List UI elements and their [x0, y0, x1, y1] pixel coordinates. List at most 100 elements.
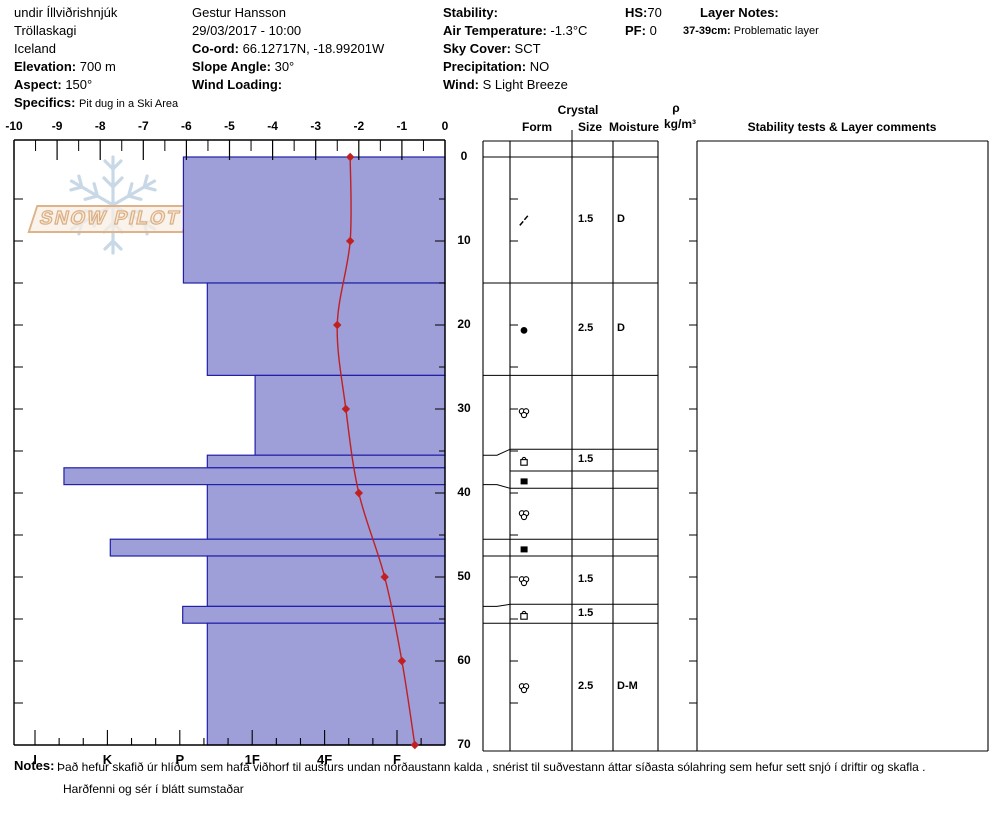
hardness-bar-layer-5 — [63, 467, 446, 486]
country-name: Iceland — [14, 41, 56, 56]
region-name: Tröllaskagi — [14, 23, 77, 38]
aspect-label: Aspect: — [14, 77, 62, 92]
specifics-label: Specifics: — [14, 95, 76, 110]
depth-axis-label: 50 — [457, 569, 471, 583]
site-name: undir Íllviðrishnjúk — [14, 5, 118, 20]
temp-axis-label: -5 — [224, 119, 235, 133]
crystal-form-symbol-FCxr — [518, 454, 530, 466]
elevation-value: 700 m — [79, 59, 116, 74]
wind-loading-label: Wind Loading: — [192, 77, 283, 92]
pf-value: 0 — [649, 23, 657, 38]
depth-axis-label: 70 — [457, 737, 471, 751]
temp-axis-label: -4 — [267, 119, 278, 133]
size-column-header: Size — [577, 120, 603, 134]
crystal-size-value: 1.5 — [578, 453, 594, 466]
layer-note-text: Problematic layer — [733, 25, 819, 37]
observation-datetime: 29/03/2017 - 10:00 — [192, 23, 302, 38]
depth-axis-label: 0 — [460, 149, 468, 163]
crystal-size-value: 1.5 — [578, 213, 594, 225]
crystal-form-symbol-IF — [518, 542, 530, 554]
hardness-axis-label: I — [33, 752, 37, 767]
wind-loading-row: Wind Loading: — [192, 77, 384, 95]
specifics-value: Pit dug in a Ski Area — [79, 98, 179, 110]
temp-axis-label: -7 — [137, 119, 149, 133]
elevation-label: Elevation: — [14, 59, 77, 74]
hardness-bar-layer-2 — [206, 282, 446, 377]
temp-axis-label: -2 — [353, 119, 365, 133]
hardness-bar-layer-6 — [206, 484, 446, 540]
header-weather-block: Stability: Air Temperature: -1.3°C Sky C… — [443, 5, 587, 95]
header-location-block: undir Íllviðrishnjúk Tröllaskagi Iceland… — [14, 5, 178, 113]
stability-column-header: Stability tests & Layer comments — [747, 120, 937, 134]
hardness-bar-layer-1 — [182, 156, 446, 284]
sky-cover-value: SCT — [514, 41, 541, 56]
crystal-size-value: 2.5 — [578, 680, 594, 693]
temperature-marker — [345, 236, 355, 246]
layer-notes-header: Layer Notes: — [700, 5, 779, 23]
wind-value: S Light Breeze — [482, 77, 568, 92]
depth-axis-label: 60 — [457, 653, 471, 667]
crystal-size-value: 2.5 — [578, 322, 594, 335]
sky-cover-row: Sky Cover: SCT — [443, 41, 587, 59]
depth-axis-label: 10 — [457, 233, 471, 247]
density-column-header: ρ — [672, 101, 680, 115]
air-temp-value: -1.3°C — [550, 23, 588, 38]
crystal-form-symbol-MFcl — [518, 508, 530, 520]
header-observer-block: Gestur Hansson 29/03/2017 - 10:00 Co-ord… — [192, 5, 384, 95]
stability-label: Stability: — [443, 5, 498, 20]
hardness-bar-layer-8 — [206, 555, 446, 608]
depth-axis-label: 30 — [457, 401, 471, 415]
notes-label: Notes: — [14, 758, 55, 773]
header-hs-pf-block: HS:70 PF: 0 — [625, 5, 662, 41]
precipitation-row: Precipitation: NO — [443, 59, 587, 77]
thin-layer-leader-line — [483, 448, 511, 456]
precipitation-label: Precipitation: — [443, 59, 527, 74]
sky-cover-label: Sky Cover: — [443, 41, 511, 56]
crystal-form-symbol-MFcl — [518, 681, 530, 694]
wind-label: Wind: — [443, 77, 479, 92]
temp-axis-label: -9 — [51, 119, 63, 133]
snowpilot-watermark: SNOW PILOT — [27, 150, 220, 280]
hs-row: HS:70 — [625, 5, 662, 23]
temperature-marker — [380, 572, 389, 582]
crystal-form-symbol-RG — [518, 323, 530, 335]
crystal-form-symbol-MFcl — [518, 574, 530, 587]
form-column-header: Form — [522, 120, 552, 134]
hardness-bar-layer-9 — [182, 605, 446, 624]
thin-layer-leader-line — [483, 484, 511, 489]
crystal-size-value: 1.5 — [578, 573, 594, 586]
hardness-axis-label: 1F — [244, 752, 260, 767]
layer-notes-label: Layer Notes: — [700, 5, 779, 20]
thin-layer-leader-line — [483, 603, 511, 607]
crystal-form-symbol-MFcl — [518, 406, 530, 419]
temperature-marker — [354, 488, 363, 498]
moisture-value: D — [617, 322, 625, 335]
hs-value: 70 — [647, 5, 662, 20]
pf-row: PF: 0 — [625, 23, 662, 41]
temp-axis-label: -6 — [181, 119, 192, 133]
crystal-column-header: Crystal — [557, 103, 599, 117]
slope-angle-row: Slope Angle: 30° — [192, 59, 384, 77]
hardness-axis-label: K — [102, 752, 113, 767]
slope-angle-label: Slope Angle: — [192, 59, 271, 74]
coord-label: Co-ord: — [192, 41, 239, 56]
crystal-form-symbol-IF — [518, 474, 530, 486]
observer-name: Gestur Hansson — [192, 5, 286, 20]
coord-value: 66.12717N, -18.99201W — [242, 41, 385, 56]
temp-axis-label: -1 — [396, 119, 408, 133]
moisture-value: D-M — [617, 680, 638, 693]
coord-row: Co-ord: 66.12717N, -18.99201W — [192, 41, 384, 59]
stability-row: Stability: — [443, 5, 587, 23]
hardness-bar-layer-10 — [206, 622, 446, 746]
depth-axis-label: 40 — [457, 485, 471, 499]
temp-axis-label: -8 — [94, 119, 106, 133]
aspect-row: Aspect: 150° — [14, 77, 178, 95]
elevation-row: Elevation: 700 m — [14, 59, 178, 77]
layer-note-range: 37-39cm: — [683, 25, 731, 37]
temperature-marker — [345, 152, 355, 162]
temperature-line — [336, 156, 416, 746]
temperature-marker — [410, 740, 420, 750]
air-temp-label: Air Temperature: — [443, 23, 547, 38]
